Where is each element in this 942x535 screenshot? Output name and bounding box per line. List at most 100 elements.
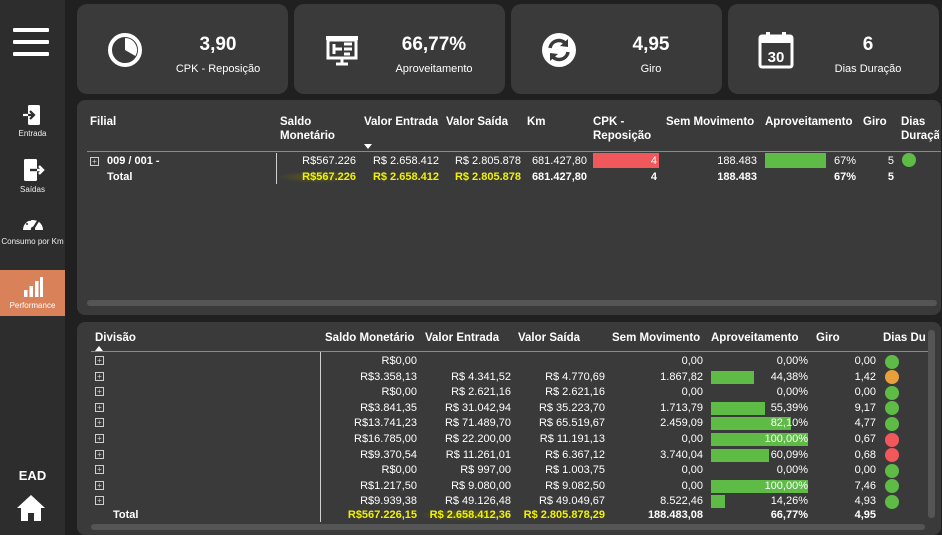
total-entrada: R$ 2.658.412 (372, 171, 439, 183)
cell-giro: 7,46 (854, 479, 876, 492)
kpi-card-giro: 4,95 Giro (511, 4, 722, 94)
expand-row-button[interactable]: + (95, 449, 104, 459)
col-header-valor-saida[interactable]: Valor Saída (446, 116, 509, 128)
sidebar-item-saidas[interactable]: Saídas (0, 158, 65, 202)
cell-saida: R$ 2.621,16 (545, 386, 605, 399)
aproveitamento-bar (711, 495, 725, 509)
cell-giro: 0,67 (854, 433, 876, 445)
cell-saldo: R$0,00 (381, 386, 417, 399)
cell-entrada: R$ 2.621,16 (451, 386, 511, 399)
cell-entrada: R$ 11.261,01 (445, 448, 511, 461)
col-header-saldo[interactable]: Saldo Monetário (280, 116, 335, 142)
expand-row-button[interactable]: + (95, 356, 104, 365)
cell-aprov: 44,38% (770, 370, 808, 383)
col-header-km[interactable]: Km (527, 116, 546, 128)
sidebar-item-entrada[interactable]: Entrada (0, 104, 65, 144)
cell-filial: 009 / 001 - (107, 155, 160, 167)
total-label: Total (107, 171, 133, 183)
cell-entrada: R$ 22.200,00 (444, 433, 511, 445)
cell-saldo: R$9.370,54 (360, 448, 417, 461)
col-header-dias-duracao[interactable]: Dias Duração (901, 116, 939, 142)
vertical-scrollbar[interactable] (928, 330, 935, 518)
aproveitamento-bar (711, 479, 808, 493)
expand-row-button[interactable]: + (90, 157, 99, 166)
cell-entrada: R$ 49.126,48 (444, 495, 511, 508)
kpi-card-aproveitamento: 66,77% Aproveitamento (294, 4, 505, 94)
status-dot (902, 153, 916, 167)
sidebar-item-performance[interactable]: Performance (0, 270, 65, 316)
expand-row-button[interactable]: + (95, 371, 104, 381)
sidebar-item-label: Performance (9, 301, 56, 310)
cell-aprov: 100,00% (764, 433, 808, 445)
cell-aprov: 14,26% (770, 495, 808, 508)
presentation-board-icon (326, 36, 358, 66)
col-header-cpk[interactable]: CPK - Reposição (593, 116, 652, 142)
menu-icon[interactable] (13, 28, 49, 56)
col-header-giro[interactable]: Giro (863, 116, 887, 128)
col-header-giro[interactable]: Giro (816, 332, 840, 344)
header-divider (91, 351, 931, 352)
cell-aprov: 0,00% (776, 464, 808, 477)
col-header-aproveitamento[interactable]: Aproveitamento (711, 332, 799, 344)
sidebar-item-label: Consumo por Km (1, 237, 64, 246)
col-header-divisao[interactable]: Divisão (95, 332, 136, 344)
cell-entrada: R$ 2.658.412 (372, 155, 439, 167)
cell-entrada: R$ 997,00 (460, 464, 511, 477)
cell-cpk: 4 (650, 155, 657, 167)
expand-row-button[interactable]: + (95, 496, 104, 506)
kpi-label: Giro (640, 63, 662, 75)
col-header-valor-saida[interactable]: Valor Saída (518, 332, 581, 344)
expand-row-button[interactable]: + (95, 480, 104, 490)
cell-aproveitamento: 67% (833, 155, 856, 167)
sidebar-item-label: Saídas (20, 185, 45, 194)
speedometer-icon (22, 218, 43, 232)
status-dot (885, 354, 899, 369)
col-header-valor-entrada[interactable]: Valor Entrada (425, 332, 500, 344)
col-header-valor-entrada[interactable]: Valor Entrada (364, 116, 439, 128)
horizontal-scrollbar[interactable] (87, 300, 937, 306)
sort-asc-icon[interactable] (95, 346, 103, 351)
aproveitamento-bar (711, 401, 765, 415)
expand-row-button[interactable]: + (95, 434, 104, 443)
kpi-value: 4,95 (632, 34, 670, 55)
col-header-sem-movimento[interactable]: Sem Movimento (612, 332, 701, 344)
calendar-30-icon: 30 (758, 32, 794, 69)
aproveitamento-bar (711, 417, 791, 431)
horizontal-scrollbar[interactable] (91, 524, 925, 530)
cell-saida: R$ 35.223,70 (538, 401, 605, 414)
sort-desc-icon[interactable] (364, 144, 372, 149)
col-header-saldo[interactable]: Saldo Monetário (325, 332, 415, 344)
expand-row-button[interactable]: + (95, 465, 104, 475)
total-saida: R$ 2.805.878 (454, 171, 521, 183)
cell-entrada: R$ 71.489,70 (444, 417, 511, 430)
sidebar-item-consumo-por-km[interactable]: Consumo por Km (0, 214, 65, 266)
expand-row-button[interactable]: + (95, 402, 104, 412)
cell-aprov: 82,10% (770, 417, 808, 430)
cell-saldo: R$3.358,13 (360, 370, 417, 383)
door-enter-icon (22, 105, 40, 125)
cell-sem_mov: 0,00 (681, 386, 703, 399)
cell-saldo: R$3.841,35 (360, 401, 417, 414)
aproveitamento-bar (765, 153, 826, 168)
expand-row-button[interactable]: + (95, 387, 104, 397)
cell-giro: 0,68 (854, 448, 876, 461)
cell-giro: 0,00 (854, 355, 876, 367)
sidebar-item-label: Entrada (18, 129, 47, 138)
expand-row-button[interactable]: + (95, 418, 104, 428)
home-icon[interactable] (16, 494, 46, 522)
col-header-filial[interactable]: Filial (90, 116, 117, 128)
col-header-aproveitamento[interactable]: Aproveitamento (765, 116, 853, 128)
status-dot (885, 448, 899, 463)
col-header-dias-duracao[interactable]: Dias Du (883, 332, 926, 344)
filial-table-panel: Filial Saldo Monetário Valor Entrada Val… (77, 100, 941, 315)
aproveitamento-bar (711, 448, 770, 462)
cell-giro: 9,17 (854, 401, 876, 414)
status-dot (885, 432, 899, 447)
col-header-sem-movimento[interactable]: Sem Movimento (666, 116, 755, 128)
kpi-card-cpk: 3,90 CPK - Reposição (77, 4, 288, 94)
aproveitamento-bar (711, 370, 755, 384)
total-sem-movimento: 188.483 (717, 171, 757, 183)
cell-km: 681.427,80 (531, 155, 587, 167)
cell-giro: 5 (887, 155, 894, 167)
cell-aprov: 55,39% (770, 401, 808, 414)
